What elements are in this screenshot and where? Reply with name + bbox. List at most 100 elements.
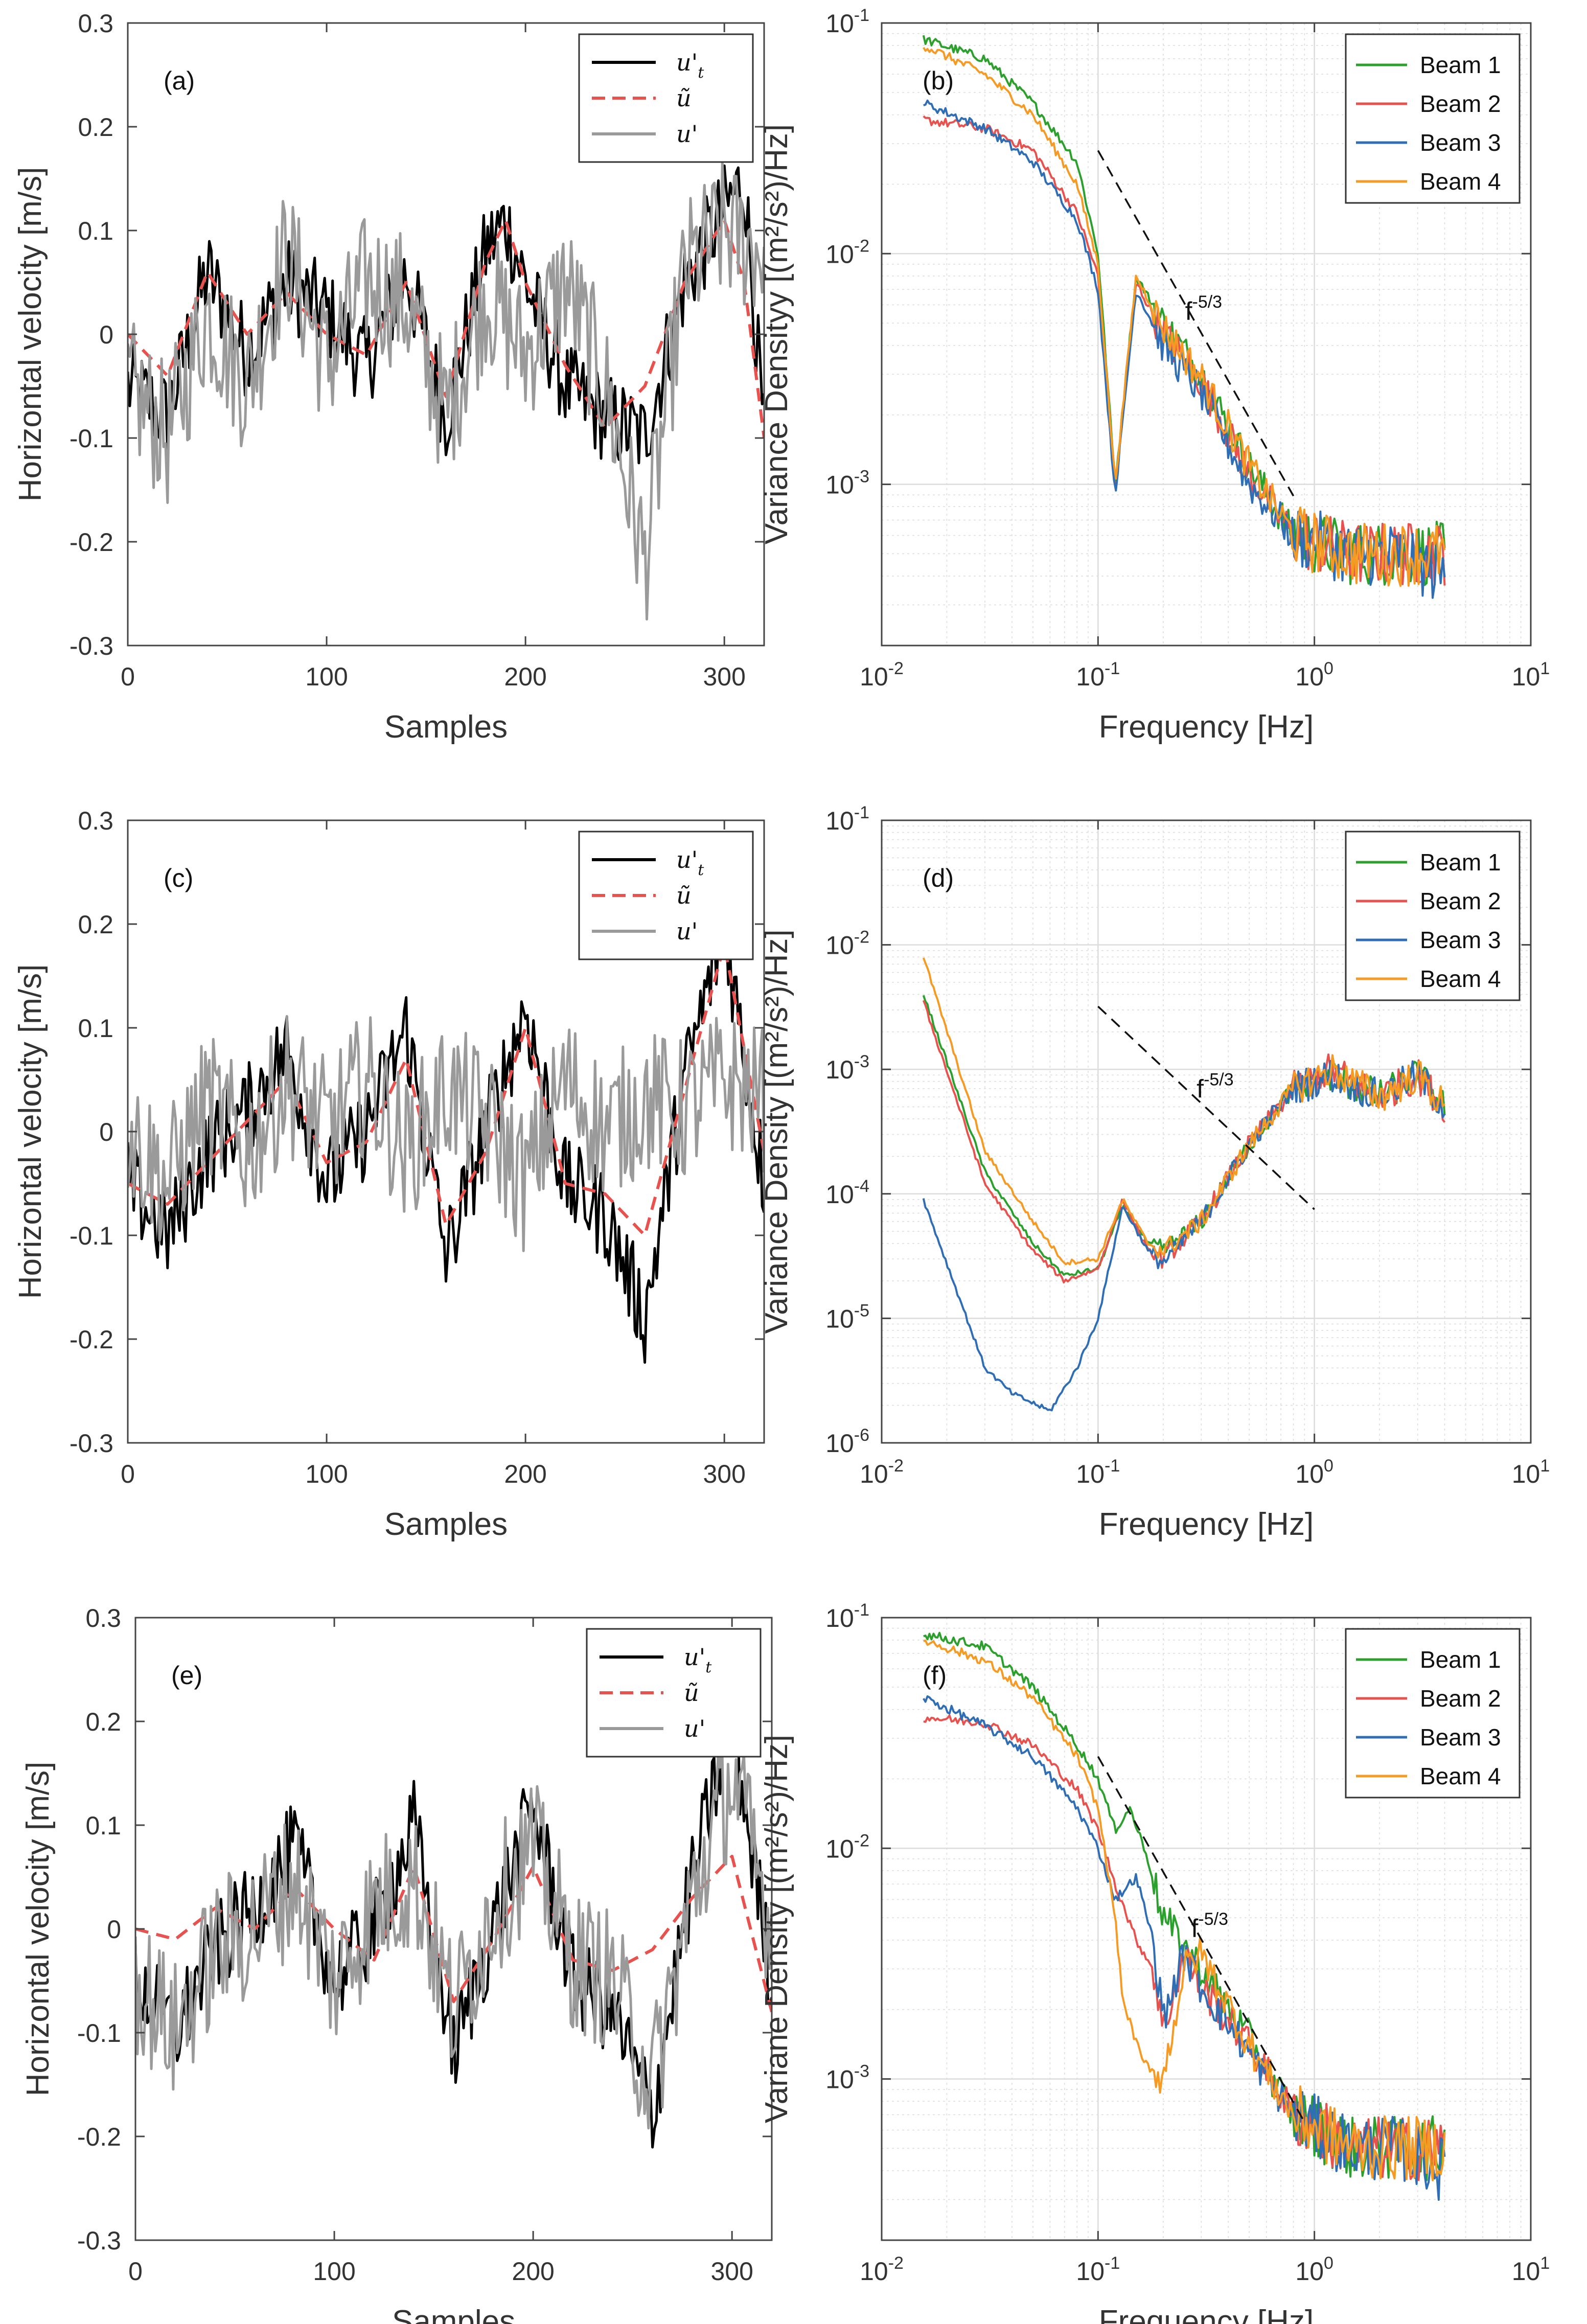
- y-tick-label: -0.3: [70, 632, 113, 660]
- y-tick-label: -0.3: [77, 2226, 121, 2255]
- x-tick-label: 100: [1295, 1456, 1333, 1488]
- legend-label-uprime: u': [676, 120, 698, 148]
- panel-label: (b): [923, 66, 954, 95]
- x-tick-label: 10-2: [860, 659, 904, 691]
- legend-label-beam1: Beam 1: [1420, 52, 1501, 78]
- x-tick-label: 10-1: [1076, 2253, 1120, 2286]
- x-tick-label: 100: [305, 662, 348, 691]
- legend: u'tũu': [578, 831, 754, 960]
- panel-label: (d): [923, 864, 954, 892]
- y-tick-label: 0.1: [78, 217, 113, 245]
- x-axis-label: Frequency [Hz]: [1099, 709, 1314, 745]
- x-tick-label: 200: [504, 662, 546, 691]
- y-tick-label: -0.1: [70, 424, 113, 453]
- panel-label: (c): [164, 864, 193, 892]
- y-tick-label: 10-3: [825, 1052, 869, 1084]
- series-ut: [128, 917, 764, 1364]
- y-tick-label: 10-2: [825, 1831, 869, 1863]
- x-tick-label: 100: [305, 1460, 348, 1488]
- y-tick-label: 10-1: [825, 803, 869, 835]
- legend-label-beam2: Beam 2: [1420, 1685, 1501, 1712]
- series-group: [135, 1706, 772, 2149]
- x-tick-label: 200: [512, 2257, 554, 2286]
- series-group: [922, 35, 1446, 599]
- y-tick-label: 0: [107, 1915, 121, 1944]
- slope-reference-line: [1097, 150, 1295, 497]
- legend-box: [578, 33, 754, 163]
- legend-box: [586, 1628, 762, 1758]
- x-tick-label: 200: [504, 1460, 546, 1488]
- legend-label-ut: u't: [684, 1643, 712, 1676]
- x-axis-label: Frequency [Hz]: [1099, 2304, 1314, 2324]
- y-tick-label: -0.2: [70, 1325, 113, 1354]
- series-uprime: [135, 1740, 772, 2130]
- series-beam4: [923, 1639, 1446, 2181]
- x-axis-label: Samples: [392, 2304, 515, 2324]
- y-tick-label: 0.3: [78, 807, 113, 835]
- panel-label: (f): [923, 1661, 947, 1690]
- axes-frame: [881, 819, 1532, 1444]
- legend-label-beam4: Beam 4: [1420, 965, 1501, 992]
- legend-box: [1345, 1628, 1521, 1799]
- y-tick-label: 10-2: [825, 928, 869, 960]
- y-tick-label: 0.3: [85, 1604, 121, 1632]
- legend-label-utilde: ũ: [684, 1679, 699, 1707]
- x-tick-label: 100: [1295, 659, 1333, 691]
- legend-box: [1345, 831, 1521, 1001]
- y-tick-label: 10-4: [825, 1177, 869, 1209]
- y-tick-label: 0: [99, 1118, 113, 1146]
- panel-a: 0 100 200 300 -0.3 -0.2 -0.1 0 0.1 0.2 0.3 Samples H…: [13, 9, 765, 745]
- series-group: [923, 1631, 1446, 2201]
- y-axis-label: Horizontal velocity [m/s]: [20, 1762, 56, 2097]
- x-tick-label: 300: [703, 1460, 745, 1488]
- panel-label: (e): [171, 1661, 202, 1690]
- y-tick-label: 0.1: [85, 1811, 121, 1840]
- legend-label-beam1: Beam 1: [1420, 1646, 1501, 1673]
- legend-label-ut: u't: [676, 49, 704, 82]
- slope-reference-line: [1097, 1756, 1305, 2123]
- y-axis-label: Horizontal velocity [m/s]: [13, 167, 48, 502]
- series-beam4: [923, 47, 1446, 587]
- y-tick-label: -0.2: [70, 528, 113, 557]
- panel-b: f-5/3 10-2 10-1 100 101 10-3 10-2 10-1 Frequency…: [759, 6, 1550, 745]
- y-tick-label: -0.1: [77, 2019, 121, 2047]
- x-tick-label: 0: [121, 662, 135, 691]
- legend-label-beam4: Beam 4: [1420, 1763, 1501, 1789]
- y-axis-label: Horizontal velocity [m/s]: [13, 964, 48, 1299]
- x-tick-label: 100: [1295, 2253, 1333, 2286]
- y-tick-label: 0.3: [78, 9, 113, 38]
- x-axis-label: Frequency [Hz]: [1099, 1507, 1314, 1542]
- x-axis-label: Samples: [384, 1507, 508, 1542]
- series-utilde: [128, 943, 764, 1237]
- legend-box: [578, 831, 754, 960]
- legend-label-beam1: Beam 1: [1420, 849, 1501, 876]
- y-tick-label: 10-1: [825, 1600, 869, 1632]
- x-tick-label: 0: [128, 2257, 143, 2286]
- slope-label: f-5/3: [1197, 1070, 1234, 1103]
- legend: Beam 1 Beam 2 Beam 3 Beam 4: [1345, 1628, 1521, 1799]
- legend-label-uprime: u': [676, 917, 698, 945]
- legend-label-beam2: Beam 2: [1420, 888, 1501, 914]
- series-group: [128, 161, 764, 621]
- legend-box: [1345, 33, 1521, 204]
- x-tick-label: 101: [1512, 1456, 1550, 1488]
- panel-label: (a): [164, 66, 195, 95]
- x-axis-label: Samples: [384, 709, 508, 745]
- slope-reference-line: [1097, 1005, 1315, 1210]
- x-tick-label: 300: [710, 2257, 753, 2286]
- series-uprime: [128, 1015, 764, 1252]
- y-tick-label: -0.3: [70, 1429, 113, 1458]
- legend: u'tũu': [586, 1628, 762, 1758]
- series-beam4: [922, 957, 1445, 1265]
- legend-label-utilde: ũ: [676, 882, 692, 909]
- axes-frame: [881, 22, 1532, 647]
- y-tick-label: -0.1: [70, 1222, 113, 1250]
- y-tick-label: 10-5: [825, 1301, 869, 1333]
- legend: u'tũu': [578, 33, 754, 163]
- y-tick-label: 10-3: [825, 2062, 869, 2094]
- x-tick-label: 10-1: [1076, 1456, 1120, 1488]
- x-tick-label: 101: [1512, 659, 1550, 691]
- x-tick-label: 101: [1512, 2253, 1550, 2286]
- legend-label-beam3: Beam 3: [1420, 1724, 1501, 1751]
